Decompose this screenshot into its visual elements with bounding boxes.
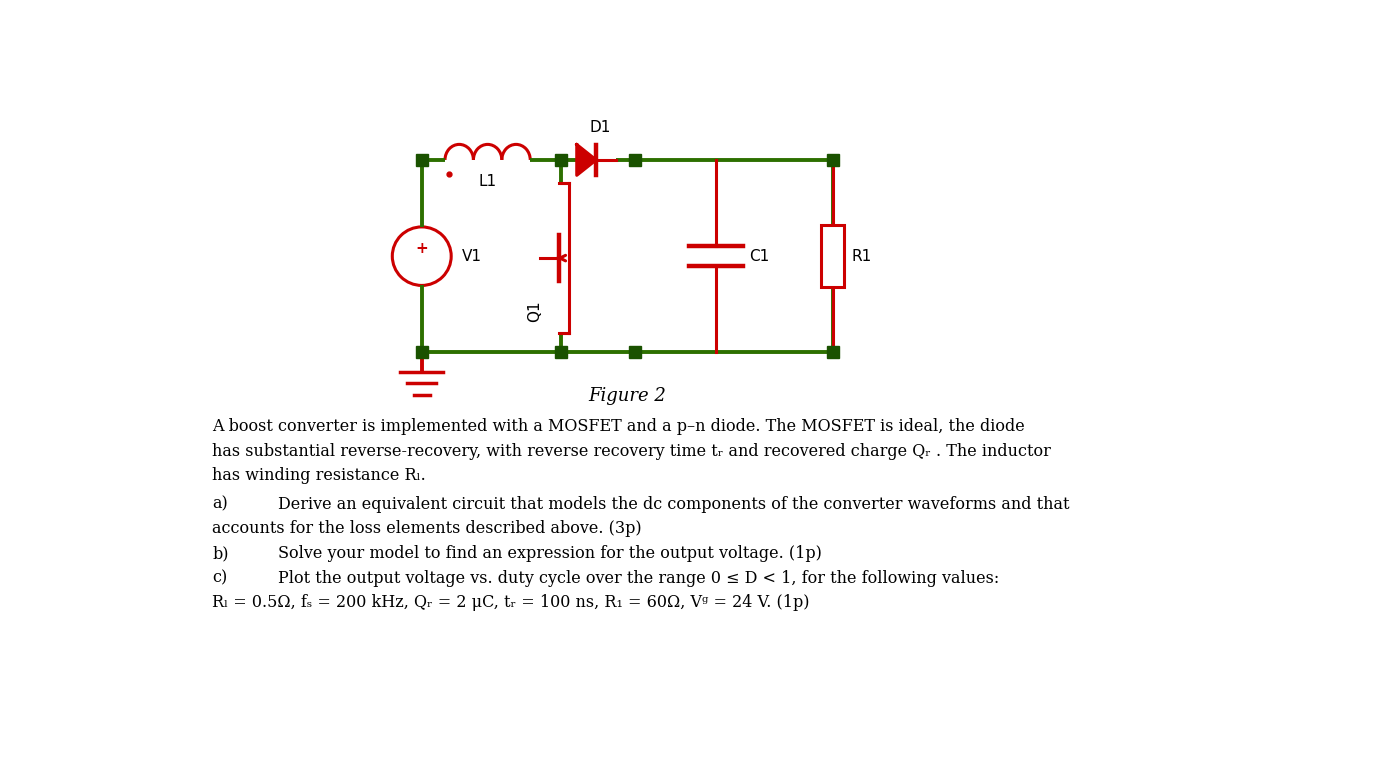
- Text: Q1: Q1: [527, 300, 542, 322]
- Text: a): a): [213, 495, 228, 513]
- Text: has winding resistance Rₗ.: has winding resistance Rₗ.: [213, 467, 427, 484]
- Text: Derive an equivalent circuit that models the dc components of the converter wave: Derive an equivalent circuit that models…: [278, 495, 1070, 513]
- Text: Rₗ = 0.5Ω, fₛ = 200 kHz, Qᵣ = 2 μC, tᵣ = 100 ns, R₁ = 60Ω, Vᵍ = 24 V. (1p): Rₗ = 0.5Ω, fₛ = 200 kHz, Qᵣ = 2 μC, tᵣ =…: [213, 594, 810, 611]
- Text: Solve your model to find an expression for the output voltage. (1p): Solve your model to find an expression f…: [278, 545, 823, 562]
- Polygon shape: [577, 144, 596, 175]
- Text: A boost converter is implemented with a MOSFET and a p–n diode. The MOSFET is id: A boost converter is implemented with a …: [213, 418, 1026, 435]
- Text: V1: V1: [461, 249, 482, 263]
- Bar: [821, 225, 844, 287]
- Text: C1: C1: [749, 249, 769, 263]
- Text: D1: D1: [589, 121, 610, 135]
- Text: accounts for the loss elements described above. (3p): accounts for the loss elements described…: [213, 520, 642, 538]
- Text: R1: R1: [852, 249, 872, 263]
- Text: Plot the output voltage vs. duty cycle over the range 0 ≤ D < 1, for the followi: Plot the output voltage vs. duty cycle o…: [278, 570, 999, 587]
- Text: +: +: [416, 241, 428, 256]
- Text: Figure 2: Figure 2: [588, 387, 666, 405]
- Text: has substantial reverse-recovery, with reverse recovery time tᵣ and recovered ch: has substantial reverse-recovery, with r…: [213, 442, 1051, 459]
- Text: L1: L1: [478, 174, 496, 189]
- Text: b): b): [213, 545, 229, 562]
- Text: c): c): [213, 570, 228, 587]
